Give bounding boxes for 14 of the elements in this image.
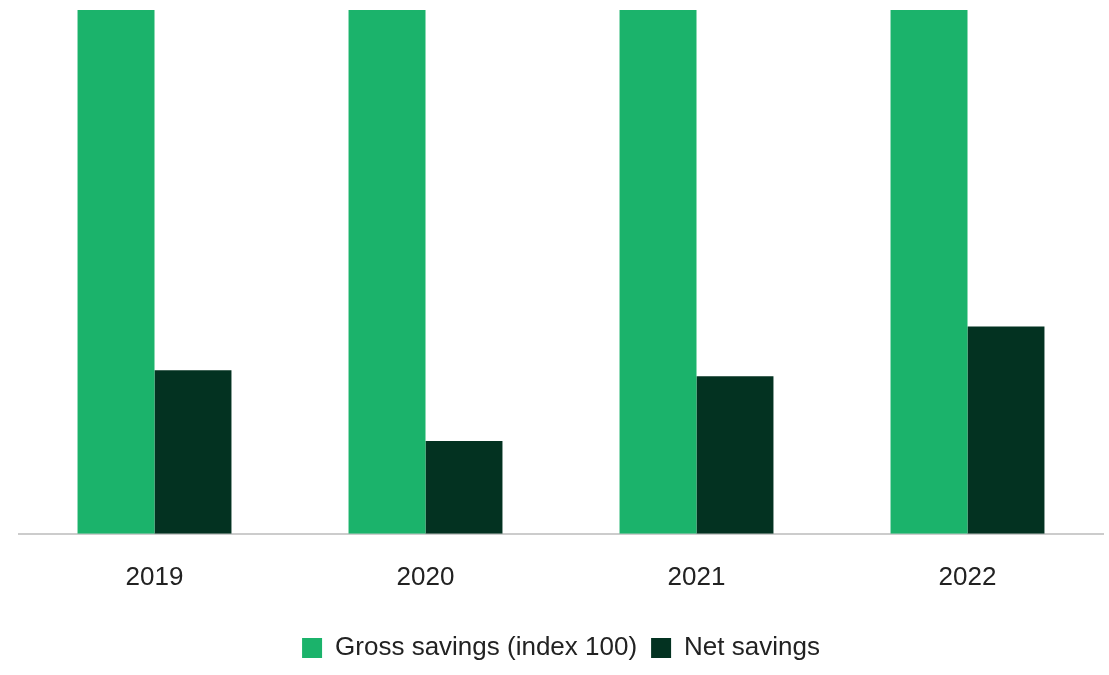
bar bbox=[967, 326, 1045, 534]
bar bbox=[425, 441, 503, 534]
bar bbox=[77, 10, 155, 534]
x-tick-label: 2021 bbox=[667, 560, 726, 591]
legend-label: Gross savings (index 100) bbox=[335, 631, 638, 662]
bar bbox=[619, 10, 697, 534]
bar bbox=[890, 10, 968, 534]
x-tick-label: 2020 bbox=[396, 560, 455, 591]
x-tick-label: 2019 bbox=[125, 560, 184, 591]
x-tick-label: 2022 bbox=[938, 560, 997, 591]
bar bbox=[154, 370, 232, 534]
bar bbox=[696, 376, 774, 534]
bar bbox=[348, 10, 426, 534]
legend-label: Net savings bbox=[684, 631, 820, 662]
